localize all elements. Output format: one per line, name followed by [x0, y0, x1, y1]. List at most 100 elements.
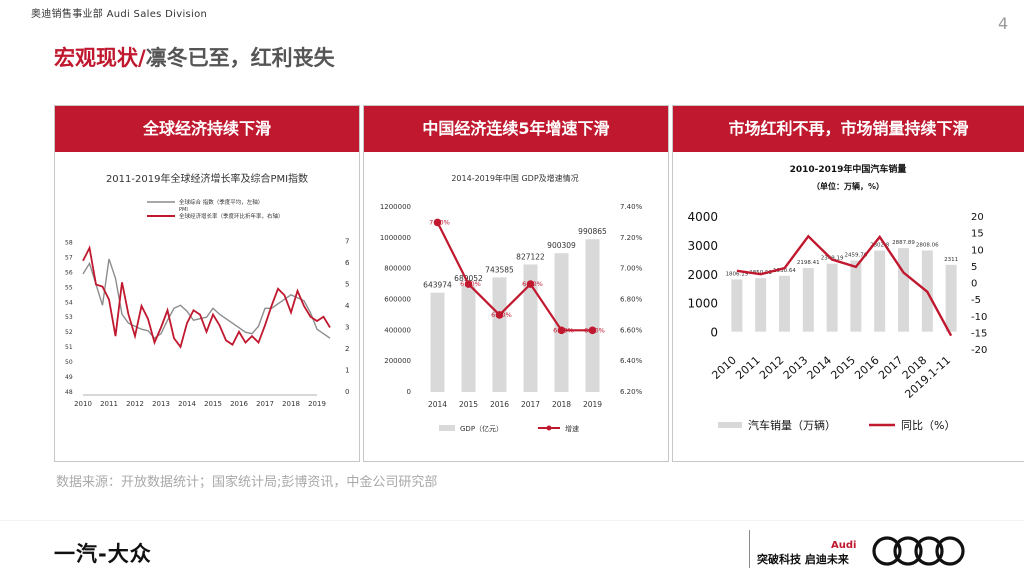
sales-bar	[802, 268, 814, 332]
chart-title: 2010-2019年中国汽车销量	[790, 163, 907, 175]
y-left-tick-label: 51	[65, 344, 73, 351]
sales-bar	[874, 250, 886, 332]
gdp-bar	[554, 253, 569, 392]
sales-bar	[898, 248, 909, 332]
y-right-tick-label: 2	[345, 345, 349, 353]
x-tick-label: 2015	[459, 400, 478, 409]
y-left-tick-label: 200000	[384, 357, 411, 365]
page-title: 宏观现状/凛冬已至，红利丧失	[54, 42, 335, 72]
x-tick-label: 2018	[282, 400, 300, 408]
y-right-tick-label: 7.00%	[620, 265, 643, 273]
x-tick-label: 2011	[733, 354, 763, 382]
y-left-tick-label: 58	[65, 239, 73, 246]
panel-heading: 中国经济连续5年增速下滑	[364, 106, 668, 152]
panel-heading: 全球经济持续下滑	[55, 106, 359, 152]
division-label: 奥迪销售事业部 Audi Sales Division	[31, 9, 208, 20]
y-right-tick-label: 6	[345, 259, 350, 267]
y-left-tick-label: 50	[65, 359, 73, 366]
growth-point-label: 6.60%	[553, 326, 574, 334]
legend-pmi-extra: PMI	[179, 207, 188, 213]
y-right-tick-label: -10	[971, 312, 987, 323]
growth-point-label: 6.60%	[584, 326, 605, 334]
sales-bar	[779, 275, 790, 332]
gdp-bar-label: 643974	[423, 281, 452, 290]
x-tick-label: 2017	[521, 400, 540, 409]
legend-yoy-label: 同比（%）	[901, 419, 955, 432]
x-tick-label: 2012	[757, 354, 787, 382]
growth-point-label: 7.30%	[429, 218, 450, 226]
y-right-tick-label: 7.40%	[620, 203, 643, 211]
y-right-tick-label: 15	[971, 229, 984, 240]
y-left-tick-label: 56	[65, 269, 73, 276]
x-tick-label: 2016	[490, 400, 509, 409]
sales-bar	[731, 279, 743, 332]
sales-bar-label: 2198.41	[797, 260, 820, 266]
gdp-bar	[523, 264, 538, 392]
panel-auto-sales: 市场红利不再，市场销量持续下滑 2010-2019年中国汽车销量 （单位：万辆，%…	[672, 105, 1024, 462]
legend-growth-marker	[546, 425, 552, 431]
y-right-tick-label: -15	[971, 328, 987, 339]
chart-title: 2014-2019年中国 GDP及增速情况	[451, 173, 578, 183]
audi-wordmark: Audi	[831, 540, 857, 551]
audi-rings-icon	[872, 536, 965, 566]
sales-bar-label: 1806.19	[726, 271, 749, 277]
growth-line	[436, 221, 593, 332]
sales-bar	[945, 264, 957, 332]
y-right-tick-label: 6.60%	[620, 326, 643, 334]
gdp-bar-label: 689052	[454, 274, 483, 283]
growth-point	[433, 218, 442, 227]
x-tick-label: 2017	[876, 354, 906, 382]
pmi-series-line	[82, 258, 331, 340]
x-tick-label: 2014	[428, 400, 447, 409]
gdp-bar-label: 990865	[578, 227, 607, 236]
gdp-bar	[492, 277, 507, 392]
y-left-tick-label: 1200000	[380, 203, 411, 211]
legend-sales-label: 汽车销量（万辆）	[748, 418, 836, 432]
growth-point-label: 6.90%	[460, 280, 481, 288]
gdp-bar	[585, 239, 600, 392]
y-left-tick-label: 0	[710, 326, 718, 340]
growth-point	[495, 311, 504, 319]
legend-pmi-label: 全球综合 指数（季度平均，左轴）	[179, 198, 263, 206]
x-tick-label: 2019	[583, 400, 602, 409]
y-left-tick-label: 55	[65, 284, 73, 291]
y-left-tick-label: 52	[65, 329, 73, 336]
sales-bar-label: 2802.8	[870, 243, 890, 249]
x-tick-label: 2016	[852, 354, 882, 382]
x-tick-label: 2015	[204, 400, 222, 408]
y-right-tick-label: 20	[971, 212, 984, 223]
sales-bar	[755, 278, 767, 332]
title-rest-part: 凛冬已至，红利丧失	[145, 46, 335, 70]
chart-bg	[55, 152, 359, 461]
x-tick-label: 2016	[230, 400, 248, 408]
y-left-tick-label: 600000	[384, 296, 411, 304]
y-right-tick-label: 3	[345, 323, 349, 331]
panel-china-gdp: 中国经济连续5年增速下滑 2014-2019年中国 GDP及增速情况 120000…	[363, 105, 669, 462]
y-right-tick-label: 1	[345, 366, 349, 374]
y-left-tick-label: 53	[65, 314, 73, 321]
y-left-tick-label: 1000	[687, 297, 718, 311]
sales-bar-label: 2887.89	[892, 240, 915, 246]
y-right-tick-label: 6.80%	[620, 296, 643, 304]
y-right-tick-label: 7.20%	[620, 234, 643, 242]
y-right-tick-label: 5	[971, 262, 977, 273]
china-gdp-chart: 2014-2019年中国 GDP及增速情况 1200000 1000000 80000…	[380, 173, 643, 433]
x-tick-label: 2013	[781, 354, 811, 382]
sales-bar-label: 2311	[944, 257, 958, 263]
legend-growth-label: 增速	[565, 424, 579, 433]
chart-title: 2011-2019年全球经济增长率及综合PMI指数	[106, 172, 308, 185]
x-tick-label: 2014	[178, 400, 196, 408]
y-right-tick-label: -5	[971, 295, 981, 306]
panel-global-economy: 全球经济持续下滑 2011-2019年全球经济增长率及综合PMI指数 58 57 56…	[54, 105, 360, 462]
y-right-tick-label: 0	[345, 388, 349, 396]
growth-point	[526, 280, 535, 288]
growth-point-label: 6.90%	[522, 280, 543, 288]
global-economy-chart: 2011-2019年全球经济增长率及综合PMI指数585756555453525…	[55, 152, 359, 461]
x-tick-label: 2011	[100, 400, 118, 408]
audi-slogan: 突破科技 启迪未来	[757, 553, 849, 566]
page-number: 4	[998, 14, 1009, 33]
panel-heading: 市场红利不再，市场销量持续下滑	[673, 106, 1024, 152]
yoy-growth-line	[736, 234, 953, 337]
y-right-tick-label: 4	[345, 302, 350, 310]
y-right-tick-label: 6.20%	[620, 388, 643, 396]
